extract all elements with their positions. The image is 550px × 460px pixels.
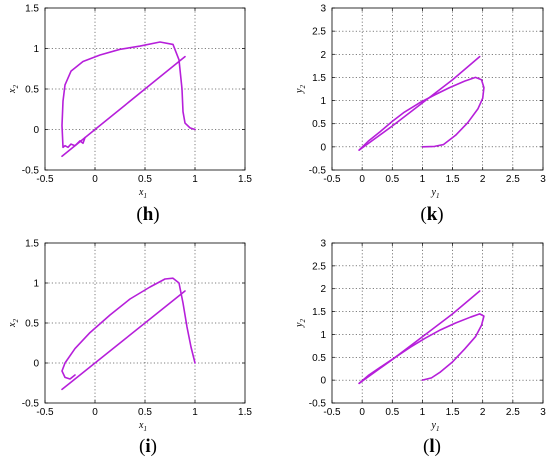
- x-tick-label: 1: [420, 407, 426, 418]
- x-tick-label: 3: [540, 174, 546, 185]
- x-tick-label: 0: [359, 174, 365, 185]
- y-tick-label: 0: [320, 142, 326, 153]
- x-tick-label: 1.5: [238, 407, 252, 418]
- x-axis-label: y1: [431, 420, 440, 433]
- series-line-2: [61, 277, 196, 380]
- chart-panel-l: -0.5 0 0.5 1 1.5 2 2.5 3 -0.5 0 0.5 1 1.5 2 2.5 3 y1 y2 (l…: [294, 239, 546, 458]
- series-line-1: [61, 290, 186, 391]
- y-tick-label: 0: [320, 376, 326, 387]
- x-axis-label: x1: [138, 420, 147, 433]
- y-tick-label: 2.5: [312, 261, 326, 272]
- x-tick-label: 1.5: [238, 174, 252, 185]
- panel-label: (k): [420, 204, 443, 225]
- y-axis-label: y2: [294, 319, 307, 328]
- series-line-2: [358, 313, 485, 385]
- x-axis-label: y1: [431, 187, 440, 200]
- x-tick-label: 2.5: [506, 174, 520, 185]
- y-tick-label: 1: [320, 330, 326, 341]
- x-axis-label: x1: [138, 187, 147, 200]
- x-tick-label: 0: [359, 407, 365, 418]
- x-tick-label: 1.5: [446, 174, 460, 185]
- x-tick-label: 0.5: [385, 174, 399, 185]
- y-tick-label: 0.5: [25, 85, 39, 96]
- x-tick-label: -0.5: [36, 407, 54, 418]
- x-tick-label: 1.5: [446, 407, 460, 418]
- x-tick-label: 1: [192, 174, 198, 185]
- x-tick-label: 2.5: [506, 407, 520, 418]
- y-tick-label: -0.5: [22, 399, 40, 410]
- panel-label: (l): [423, 436, 441, 457]
- panel-label: (i): [139, 436, 157, 457]
- y-tick-label: 1.5: [25, 239, 39, 250]
- y-tick-label: 1: [33, 279, 39, 290]
- x-tick-label: 0.5: [138, 174, 152, 185]
- y-tick-label: 0.5: [25, 319, 39, 330]
- panel-label: (h): [136, 204, 159, 225]
- y-tick-label: -0.5: [309, 399, 327, 410]
- plot-frame: [331, 7, 544, 171]
- y-tick-label: 0.5: [312, 119, 326, 130]
- x-tick-label: 1: [420, 174, 426, 185]
- y-tick-label: 2: [320, 50, 326, 61]
- x-tick-label: -0.5: [323, 174, 341, 185]
- series-line-2: [358, 76, 485, 151]
- y-tick-label: 3: [320, 4, 326, 15]
- chart-panel-h: -0.5 0 0.5 1 1.5 -0.5 0 0.5 1 1.5 x1 x2 (h): [7, 4, 252, 226]
- series-line-1: [358, 55, 481, 151]
- y-tick-label: 2: [320, 284, 326, 295]
- y-axis-label: y2: [294, 85, 307, 94]
- y-tick-label: -0.5: [309, 166, 327, 177]
- x-tick-label: -0.5: [36, 174, 54, 185]
- chart-panel-i: -0.5 0 0.5 1 1.5 -0.5 0 0.5 1 1.5 x1 x2 (i): [7, 239, 252, 458]
- y-tick-label: 1: [33, 44, 39, 55]
- x-tick-label: 0.5: [138, 407, 152, 418]
- y-tick-label: 1: [320, 96, 326, 107]
- x-tick-label: 2: [480, 174, 486, 185]
- y-tick-label: 0: [33, 359, 39, 370]
- plot-frame: [331, 242, 544, 404]
- x-tick-label: 3: [540, 407, 546, 418]
- y-tick-label: 2.5: [312, 27, 326, 38]
- x-tick-label: 2: [480, 407, 486, 418]
- y-tick-label: -0.5: [22, 166, 40, 177]
- series-line-2: [61, 41, 196, 149]
- x-tick-label: 0.5: [385, 407, 399, 418]
- y-tick-label: 1.5: [25, 4, 39, 15]
- y-tick-label: 1.5: [312, 73, 326, 84]
- y-axis-label: x2: [7, 85, 20, 94]
- y-tick-label: 0: [33, 125, 39, 136]
- x-tick-label: 0: [92, 407, 98, 418]
- y-axis-label: x2: [7, 319, 20, 328]
- x-tick-label: -0.5: [323, 407, 341, 418]
- y-tick-label: 1.5: [312, 307, 326, 318]
- y-tick-label: 3: [320, 239, 326, 250]
- chart-panel-k: -0.5 0 0.5 1 1.5 2 2.5 3 -0.5 0 0.5 1 1.5 2 2.5 3 y1 y2 (k…: [294, 4, 546, 226]
- y-tick-label: 0.5: [312, 353, 326, 364]
- x-tick-label: 0: [92, 174, 98, 185]
- x-tick-label: 1: [192, 407, 198, 418]
